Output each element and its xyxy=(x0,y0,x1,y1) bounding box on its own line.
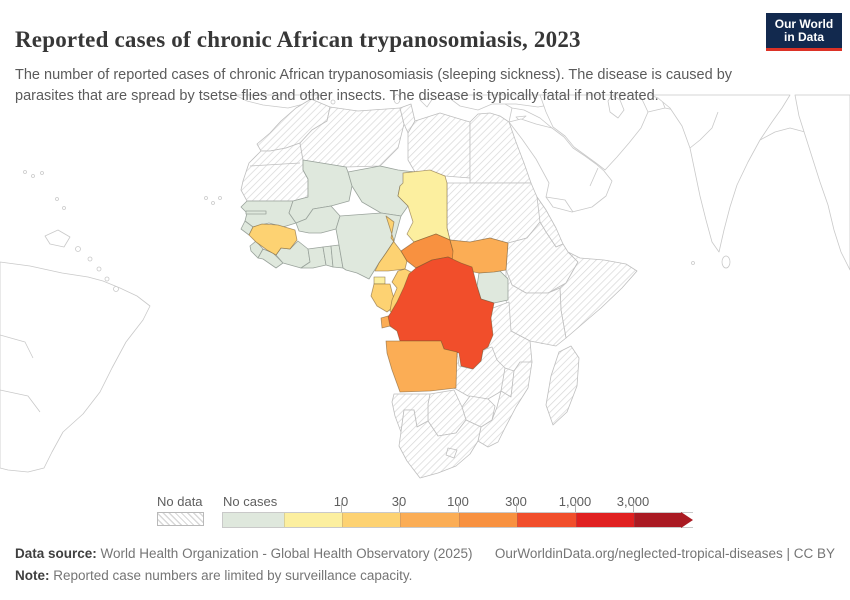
country-gambia xyxy=(245,210,267,215)
legend-segment-300-1000[interactable] xyxy=(517,513,576,527)
data-source-text: World Health Organization - Global Healt… xyxy=(96,546,473,561)
legend-tick-mark xyxy=(399,503,400,512)
caspian-outline xyxy=(607,94,625,119)
country-madagascar xyxy=(545,345,580,426)
legend-no-cases-label: No cases xyxy=(223,494,278,509)
country-guinea xyxy=(248,223,298,256)
legend-tick-mark xyxy=(341,503,342,512)
data-source-line: Data source: World Health Organization -… xyxy=(15,546,472,561)
legend-tick-mark xyxy=(516,503,517,512)
legend-no-data-label: No data xyxy=(157,494,203,509)
sri-lanka-outline xyxy=(721,255,731,269)
chart-subtitle: The number of reported cases of chronic … xyxy=(15,66,733,104)
country-uganda xyxy=(476,270,509,304)
country-south-africa xyxy=(398,409,482,479)
country-nigeria xyxy=(335,212,402,280)
legend-no-data-swatch[interactable] xyxy=(157,512,204,526)
iberia-outline xyxy=(234,94,321,109)
country-angola xyxy=(385,340,458,393)
note-text: Reported case numbers are limited by sur… xyxy=(49,568,413,583)
owid-url-link[interactable]: OurWorldinData.org/neglected-tropical-di… xyxy=(494,546,835,561)
country-mozambique xyxy=(477,361,533,448)
owid-logo[interactable]: Our World in Data xyxy=(766,13,842,51)
other-continents-outline xyxy=(0,94,850,473)
country-zambia xyxy=(443,342,509,400)
legend-tick-mark xyxy=(458,503,459,512)
country-cameroon xyxy=(374,215,408,272)
se-asia-outline xyxy=(794,94,850,271)
sicily-outline xyxy=(419,97,434,108)
africa-reported-case-countries[interactable] xyxy=(248,169,509,393)
country-angola-cabinda xyxy=(380,315,391,329)
note-label: Note: xyxy=(15,568,50,583)
legend-tick-mark xyxy=(633,503,634,512)
africa-no-cases-countries[interactable] xyxy=(240,159,509,304)
owid-logo-line1: Our World xyxy=(774,16,834,31)
legend-segment-30-100[interactable] xyxy=(400,513,459,527)
india-outline xyxy=(649,94,791,253)
legend-tick-10: 10 xyxy=(333,494,349,509)
cyprus-outline xyxy=(515,115,527,122)
legend-segment-lt10[interactable] xyxy=(284,513,342,527)
legend-tick-100: 100 xyxy=(447,494,469,509)
caribbean-island xyxy=(44,229,71,248)
legend-segment-no-cases[interactable] xyxy=(223,513,284,527)
legend-tick-mark xyxy=(575,503,576,512)
africa-no-data-countries[interactable] xyxy=(240,98,638,479)
page-title: Reported cases of chronic African trypan… xyxy=(15,27,581,53)
legend-segment-100-300[interactable] xyxy=(459,513,517,527)
legend-tick-300: 300 xyxy=(505,494,527,509)
note-line: Note: Reported case numbers are limited … xyxy=(15,568,412,583)
country-equatorial-guinea xyxy=(373,276,386,285)
legend-tick-30: 30 xyxy=(391,494,407,509)
legend-tick-1000: 1,000 xyxy=(558,494,592,509)
country-libya xyxy=(407,112,471,179)
legend-color-scale[interactable] xyxy=(222,512,693,528)
legend-arrow-tip xyxy=(681,512,693,528)
legend-segment-gt3000[interactable] xyxy=(634,513,681,527)
owid-logo-line2: in Data xyxy=(783,29,824,44)
country-algeria xyxy=(299,106,405,168)
legend-segment-10-30[interactable] xyxy=(342,513,400,527)
data-source-label: Data source: xyxy=(15,546,97,561)
legend-tick-3000: 3,000 xyxy=(616,494,650,509)
country-somalia xyxy=(559,251,638,339)
country-mauritania xyxy=(240,142,309,202)
south-america-outline xyxy=(0,261,151,473)
arabia-outline xyxy=(508,118,613,213)
country-lesotho xyxy=(445,447,458,459)
legend-segment-1000-3000[interactable] xyxy=(576,513,634,527)
